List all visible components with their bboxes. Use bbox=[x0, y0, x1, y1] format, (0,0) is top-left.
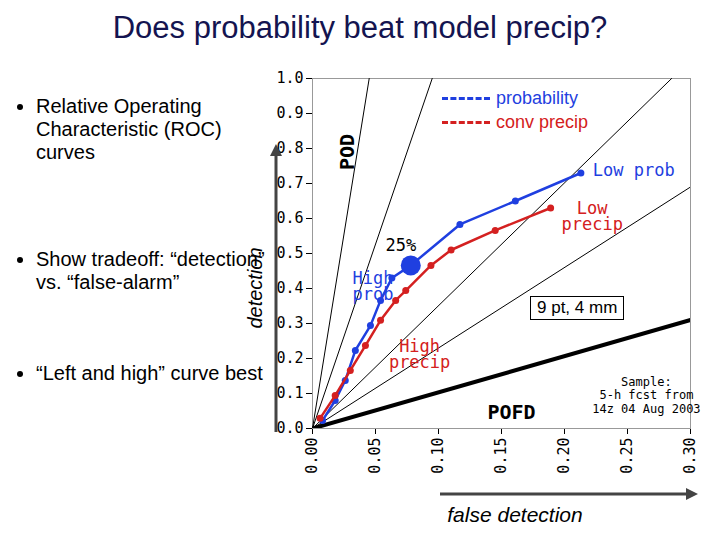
svg-text:0.7: 0.7 bbox=[276, 174, 303, 192]
svg-text:0.4: 0.4 bbox=[276, 279, 303, 297]
svg-text:POD: POD bbox=[335, 134, 359, 170]
svg-text:0.20: 0.20 bbox=[555, 438, 573, 474]
svg-text:0.3: 0.3 bbox=[276, 314, 303, 332]
svg-text:0.8: 0.8 bbox=[276, 139, 303, 157]
svg-text:POFD: POFD bbox=[487, 400, 535, 424]
svg-text:0.00: 0.00 bbox=[303, 438, 321, 474]
svg-text:0.9: 0.9 bbox=[276, 104, 303, 122]
svg-text:0.30: 0.30 bbox=[681, 438, 699, 474]
svg-text:0.0: 0.0 bbox=[276, 419, 303, 437]
svg-text:0.10: 0.10 bbox=[429, 438, 447, 474]
svg-text:1.0: 1.0 bbox=[276, 69, 303, 87]
svg-text:detection: detection bbox=[244, 247, 266, 328]
svg-text:Highprob: Highprob bbox=[353, 268, 394, 304]
svg-text:Lowprecip: Lowprecip bbox=[562, 198, 623, 234]
svg-text:0.2: 0.2 bbox=[276, 349, 303, 367]
svg-text:25%: 25% bbox=[385, 235, 416, 255]
svg-text:0.15: 0.15 bbox=[492, 438, 510, 474]
svg-text:0.05: 0.05 bbox=[366, 438, 384, 474]
svg-text:0.1: 0.1 bbox=[276, 384, 303, 402]
svg-text:Highprecip: Highprecip bbox=[389, 336, 450, 372]
svg-text:Low prob: Low prob bbox=[593, 160, 675, 180]
svg-text:0.6: 0.6 bbox=[276, 209, 303, 227]
svg-text:0.5: 0.5 bbox=[276, 244, 303, 262]
svg-text:0.25: 0.25 bbox=[618, 438, 636, 474]
svg-text:false detection: false detection bbox=[447, 503, 582, 526]
svg-text:Sample:5-h fcst from14z 04 Aug: Sample:5-h fcst from14z 04 Aug 2003 bbox=[592, 375, 700, 415]
